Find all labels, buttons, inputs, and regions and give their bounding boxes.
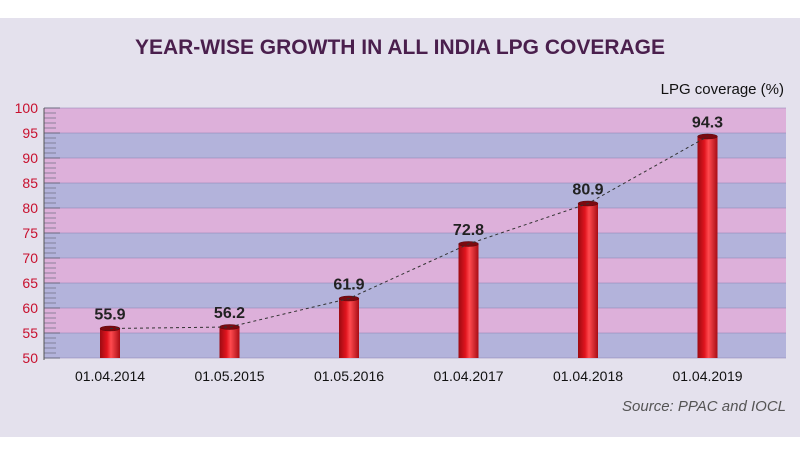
band <box>44 208 786 233</box>
bar <box>458 244 479 358</box>
y-tick-label: 55 <box>22 325 38 341</box>
x-tick-label: 01.04.2017 <box>433 368 503 384</box>
x-axis-tick-labels: 01.04.2014 01.05.2015 01.05.2016 01.04.2017… <box>75 368 743 384</box>
x-tick-label: 01.04.2014 <box>75 368 145 384</box>
data-label: 56.2 <box>214 305 245 322</box>
band <box>44 308 786 333</box>
y-axis-unit-label: LPG coverage (%) <box>661 81 784 98</box>
data-label: 72.8 <box>453 222 484 239</box>
x-tick-label: 01.04.2019 <box>672 368 742 384</box>
bars <box>99 133 718 358</box>
y-tick-label: 100 <box>15 100 39 116</box>
y-tick-label: 60 <box>22 300 38 316</box>
y-tick-label: 70 <box>22 250 38 266</box>
bar <box>578 203 598 358</box>
band <box>44 258 786 283</box>
chart-panel: YEAR-WISE GROWTH IN ALL INDIA LPG COVERA… <box>0 18 800 437</box>
y-tick-label: 90 <box>22 150 38 166</box>
x-tick-label: 01.05.2016 <box>314 368 384 384</box>
x-tick-label: 01.05.2015 <box>194 368 264 384</box>
y-axis-tick-labels: 50 55 60 65 70 75 80 85 90 95 100 <box>15 100 39 366</box>
chart: YEAR-WISE GROWTH IN ALL INDIA LPG COVERA… <box>15 36 786 415</box>
bar <box>100 328 120 358</box>
y-tick-label: 85 <box>22 175 38 191</box>
bar <box>697 136 718 358</box>
y-axis-minor-ticks <box>44 107 60 359</box>
y-tick-label: 65 <box>22 275 38 291</box>
band <box>44 133 786 158</box>
chart-title: YEAR-WISE GROWTH IN ALL INDIA LPG COVERA… <box>135 36 665 59</box>
band <box>44 108 786 133</box>
data-label: 94.3 <box>692 115 723 132</box>
data-label: 61.9 <box>333 277 364 294</box>
y-tick-label: 75 <box>22 225 38 241</box>
bar <box>339 298 359 358</box>
y-tick-label: 50 <box>22 350 38 366</box>
band <box>44 183 786 208</box>
band <box>44 333 786 358</box>
trend-line <box>109 136 708 329</box>
y-tick-label: 95 <box>22 125 38 141</box>
data-label: 80.9 <box>572 182 603 199</box>
band <box>44 158 786 183</box>
y-tick-label: 80 <box>22 200 38 216</box>
x-tick-label: 01.04.2018 <box>553 368 623 384</box>
bar <box>219 327 240 358</box>
data-labels: 55.9 56.2 61.9 72.8 80.9 94.3 <box>94 115 723 324</box>
data-label: 55.9 <box>94 307 125 324</box>
source-note: Source: PPAC and IOCL <box>622 398 786 415</box>
band <box>44 233 786 258</box>
background-bands <box>44 107 786 359</box>
band <box>44 283 786 308</box>
